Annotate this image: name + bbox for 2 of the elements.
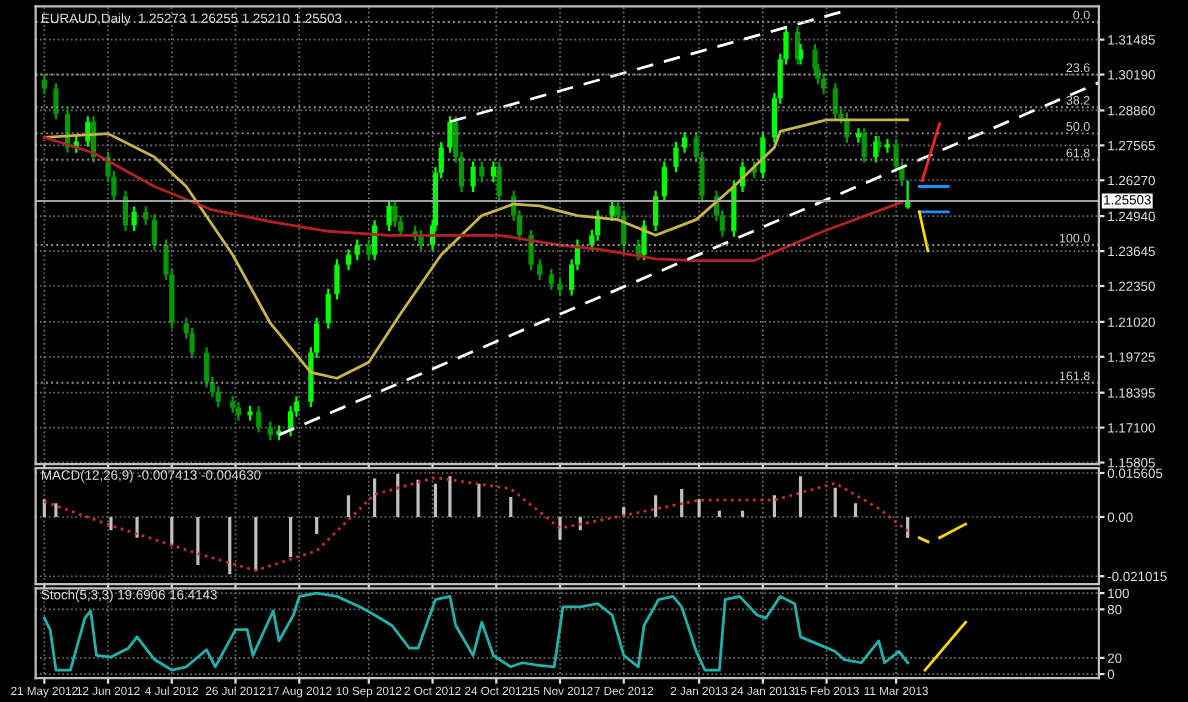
- line-series: [42, 118, 910, 380]
- line-series: [42, 591, 910, 672]
